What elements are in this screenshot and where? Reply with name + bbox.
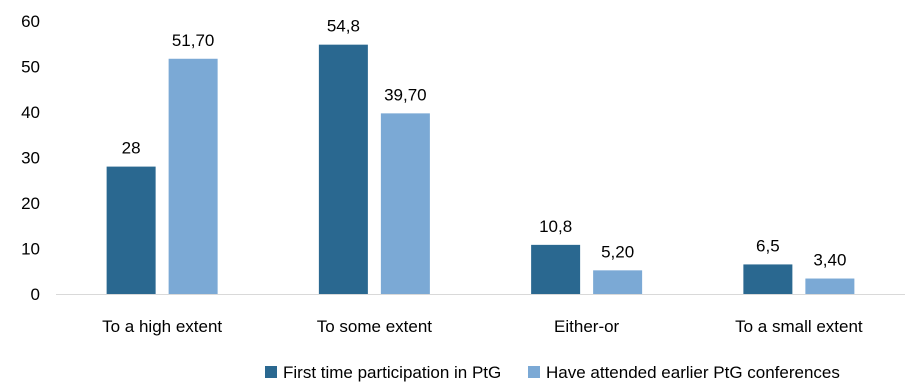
x-axis-tick-labels: To a high extent To some extent Either-or T… bbox=[102, 317, 863, 336]
x-tick-label: Either-or bbox=[554, 317, 620, 336]
legend: First time participation in PtG Have atte… bbox=[265, 363, 840, 382]
x-tick-label: To a high extent bbox=[102, 317, 222, 336]
x-tick-label: To some extent bbox=[317, 317, 433, 336]
x-tick-label: To a small extent bbox=[735, 317, 863, 336]
bars bbox=[106, 44, 855, 295]
data-labels: 28 51,70 54,8 39,70 10,8 5,20 6,5 3,40 bbox=[122, 17, 847, 270]
bar bbox=[593, 270, 643, 294]
legend-label: Have attended earlier PtG conferences bbox=[546, 363, 840, 382]
y-tick-label: 60 bbox=[21, 12, 40, 31]
data-label: 39,70 bbox=[384, 85, 427, 104]
bar bbox=[805, 278, 855, 294]
bar bbox=[743, 264, 793, 294]
data-label: 54,8 bbox=[327, 17, 360, 36]
legend-label: First time participation in PtG bbox=[283, 363, 501, 382]
y-axis-ticks: 0 10 20 30 40 50 60 bbox=[21, 12, 40, 304]
legend-swatch bbox=[528, 366, 540, 378]
data-label: 3,40 bbox=[813, 251, 846, 270]
data-label: 6,5 bbox=[756, 236, 780, 255]
y-tick-label: 50 bbox=[21, 58, 40, 77]
legend-swatch bbox=[265, 366, 277, 378]
data-label: 51,70 bbox=[172, 31, 215, 50]
y-tick-label: 30 bbox=[21, 149, 40, 168]
y-tick-label: 0 bbox=[31, 285, 40, 304]
bar bbox=[531, 244, 581, 294]
data-label: 10,8 bbox=[539, 217, 572, 236]
y-tick-label: 40 bbox=[21, 103, 40, 122]
y-tick-label: 20 bbox=[21, 194, 40, 213]
y-tick-label: 10 bbox=[21, 240, 40, 259]
data-label: 28 bbox=[122, 139, 141, 158]
bar bbox=[168, 58, 218, 294]
data-label: 5,20 bbox=[601, 242, 634, 261]
bar bbox=[106, 166, 156, 294]
bar bbox=[380, 113, 430, 295]
bar bbox=[318, 44, 368, 294]
